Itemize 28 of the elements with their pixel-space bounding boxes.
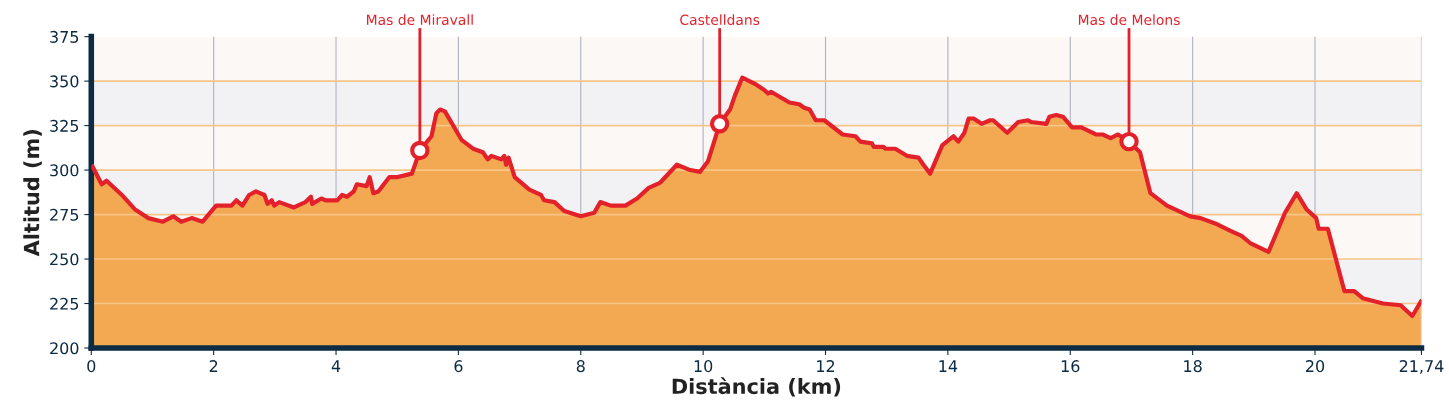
x-tick-label: 21,74 (1399, 360, 1444, 374)
x-axis-title: Distància (km) (672, 377, 841, 397)
x-tick-label: 0 (87, 360, 96, 373)
y-tick-label: 250 (50, 253, 79, 266)
point (1119, 131, 1139, 152)
y-tick-label: 275 (50, 208, 79, 221)
annotation: Mas de Melons (1078, 14, 1180, 26)
x-tick-label: 20 (1306, 360, 1325, 373)
y-tick-label: 225 (50, 297, 79, 310)
x-tick-label: 14 (939, 360, 958, 372)
x-tick-label: 12 (817, 360, 835, 372)
x-tick-label: 2 (209, 360, 218, 372)
x-tick-label: 16 (1061, 360, 1080, 373)
y-axis-title: Altitud (m) (23, 130, 42, 257)
annotation: Castelldans (680, 14, 760, 26)
annotation: Mas de Miravall (367, 14, 473, 26)
y-tick-label: 375 (50, 30, 79, 43)
x-tick-label: 8 (576, 360, 585, 373)
x-tick-label: 4 (331, 360, 341, 372)
point (709, 114, 730, 134)
x-tick-label: 6 (454, 360, 463, 373)
y-tick-label: 300 (50, 164, 79, 177)
point (410, 140, 430, 161)
y-tick-label: 350 (50, 75, 79, 88)
x-tick-label: 18 (1184, 360, 1202, 373)
y-tick-label: 325 (50, 119, 79, 132)
y-tick-label: 200 (50, 342, 79, 355)
x-tick-label: 10 (694, 360, 713, 373)
